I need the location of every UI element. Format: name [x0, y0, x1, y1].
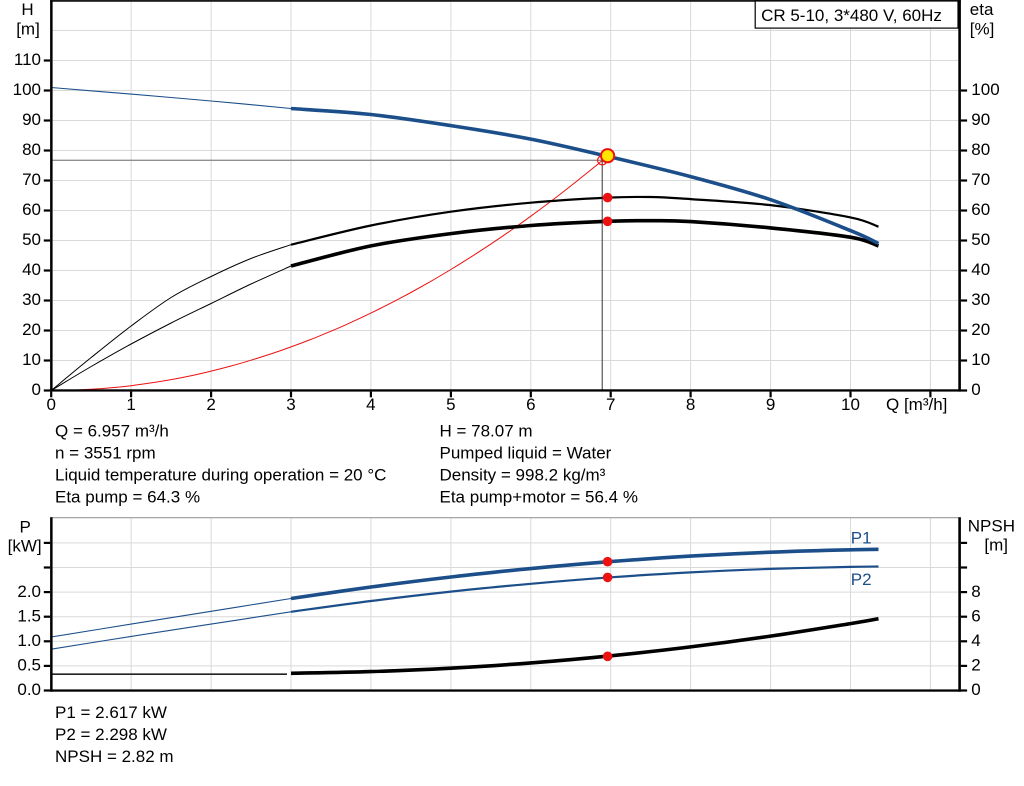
- svg-text:NPSH = 2.82 m: NPSH = 2.82 m: [55, 747, 174, 766]
- svg-text:P2 = 2.298 kW: P2 = 2.298 kW: [55, 725, 167, 744]
- svg-text:70: 70: [971, 170, 990, 189]
- svg-text:20: 20: [22, 320, 41, 339]
- svg-text:7: 7: [606, 395, 615, 414]
- svg-text:50: 50: [971, 230, 990, 249]
- svg-text:Liquid temperature during oper: Liquid temperature during operation = 20…: [55, 465, 386, 484]
- svg-text:80: 80: [971, 140, 990, 159]
- svg-text:100: 100: [13, 80, 41, 99]
- svg-text:5: 5: [446, 395, 455, 414]
- svg-text:Q [m³/h]: Q [m³/h]: [886, 395, 947, 414]
- svg-text:P2: P2: [851, 570, 872, 589]
- svg-text:0: 0: [971, 380, 980, 399]
- svg-text:10: 10: [22, 350, 41, 369]
- svg-text:90: 90: [971, 110, 990, 129]
- svg-text:CR 5-10, 3*480 V, 60Hz: CR 5-10, 3*480 V, 60Hz: [761, 6, 942, 25]
- svg-text:50: 50: [22, 230, 41, 249]
- svg-text:[m]: [m]: [16, 19, 40, 38]
- svg-text:P: P: [20, 518, 31, 537]
- svg-text:80: 80: [22, 140, 41, 159]
- svg-text:[%]: [%]: [970, 19, 995, 38]
- svg-text:0: 0: [971, 680, 980, 699]
- svg-text:2: 2: [206, 395, 215, 414]
- svg-text:100: 100: [971, 80, 999, 99]
- svg-text:Eta pump+motor = 56.4 %: Eta pump+motor = 56.4 %: [440, 487, 638, 506]
- svg-text:6: 6: [971, 606, 980, 625]
- svg-text:40: 40: [22, 260, 41, 279]
- svg-text:70: 70: [22, 170, 41, 189]
- svg-text:[m]: [m]: [984, 535, 1008, 554]
- svg-text:3: 3: [286, 395, 295, 414]
- svg-text:P1: P1: [851, 529, 872, 548]
- svg-text:0: 0: [32, 380, 41, 399]
- svg-text:0.5: 0.5: [17, 656, 41, 675]
- svg-text:eta: eta: [970, 0, 994, 19]
- svg-text:90: 90: [22, 110, 41, 129]
- svg-text:40: 40: [971, 260, 990, 279]
- svg-text:30: 30: [971, 290, 990, 309]
- svg-text:60: 60: [22, 200, 41, 219]
- svg-text:Eta pump = 64.3 %: Eta pump = 64.3 %: [55, 487, 200, 506]
- svg-text:4: 4: [366, 395, 375, 414]
- svg-text:2: 2: [971, 656, 980, 675]
- svg-text:1.0: 1.0: [17, 631, 41, 650]
- svg-text:Pumped liquid = Water: Pumped liquid = Water: [440, 443, 612, 462]
- svg-text:NPSH: NPSH: [968, 517, 1015, 536]
- svg-text:2.0: 2.0: [17, 582, 41, 601]
- svg-text:10: 10: [971, 350, 990, 369]
- svg-text:Density = 998.2 kg/m³: Density = 998.2 kg/m³: [440, 465, 606, 484]
- svg-text:8: 8: [686, 395, 695, 414]
- svg-text:n = 3551 rpm: n = 3551 rpm: [55, 443, 156, 462]
- svg-text:0.0: 0.0: [17, 680, 41, 699]
- svg-text:60: 60: [971, 200, 990, 219]
- svg-text:4: 4: [971, 631, 980, 650]
- svg-text:10: 10: [841, 395, 860, 414]
- svg-text:30: 30: [22, 290, 41, 309]
- svg-text:6: 6: [526, 395, 535, 414]
- svg-text:1: 1: [126, 395, 135, 414]
- svg-text:Q = 6.957 m³/h: Q = 6.957 m³/h: [55, 421, 169, 440]
- svg-text:P1 = 2.617 kW: P1 = 2.617 kW: [55, 703, 167, 722]
- svg-text:110: 110: [14, 50, 41, 69]
- svg-text:[kW]: [kW]: [8, 537, 42, 556]
- svg-text:0: 0: [46, 395, 55, 414]
- svg-text:H = 78.07 m: H = 78.07 m: [440, 421, 533, 440]
- svg-text:8: 8: [971, 582, 980, 601]
- svg-text:1.5: 1.5: [17, 606, 41, 625]
- svg-text:H: H: [21, 0, 33, 19]
- svg-text:9: 9: [766, 395, 775, 414]
- svg-text:20: 20: [971, 320, 990, 339]
